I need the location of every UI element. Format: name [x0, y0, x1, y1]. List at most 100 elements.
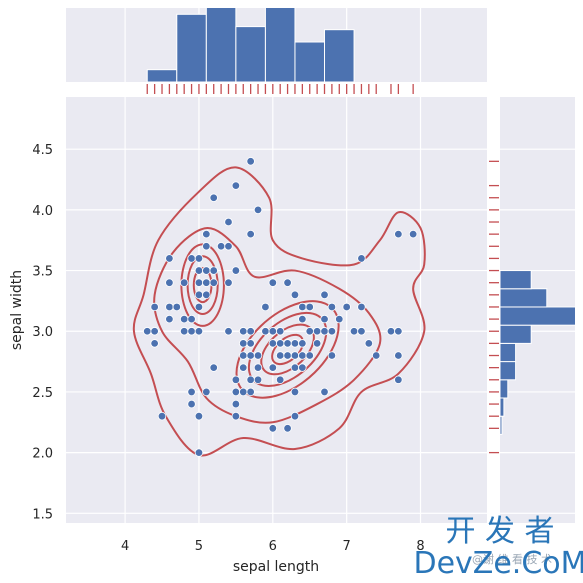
x-hist-bar	[235, 26, 266, 83]
y-hist-bar	[499, 415, 503, 435]
x-tick-label: 8	[416, 539, 424, 554]
right-mask	[575, 97, 583, 523]
scatter-point	[342, 302, 351, 312]
scatter-point	[335, 314, 344, 324]
y-hist-bar	[499, 324, 532, 344]
scatter-point	[364, 339, 374, 348]
scatter-point	[261, 327, 270, 336]
y-hist-bar	[499, 379, 509, 399]
scatter-point	[268, 327, 278, 336]
scatter-point	[231, 399, 241, 409]
x-axis-label: sepal length	[233, 559, 319, 575]
scatter-point	[150, 302, 159, 312]
scatter-point	[231, 411, 241, 421]
watermark-title: 开 发 者	[445, 514, 554, 549]
y-hist-bar	[499, 361, 517, 381]
watermark-domain: DevZe.CoM	[413, 546, 583, 581]
y-tick-label: 2.5	[32, 386, 53, 401]
scatter-point	[224, 242, 233, 251]
scatter-point	[320, 314, 329, 324]
y-axis-label: sepal width	[9, 270, 25, 350]
scatter-point	[283, 351, 292, 360]
scatter-point	[187, 327, 196, 336]
scatter-point	[165, 302, 174, 312]
scatter-point	[327, 302, 337, 312]
scatter-point	[246, 375, 255, 384]
kde-contour-2	[153, 227, 382, 424]
scatter-point	[394, 327, 403, 336]
scatter-point	[327, 327, 337, 336]
y-tick-label: 4.0	[32, 204, 53, 219]
y-hist-bar	[499, 306, 579, 326]
x-tick-labels: 4 5 6 7 8	[121, 539, 425, 554]
scatter-point	[408, 229, 418, 239]
scatter-point	[253, 351, 263, 360]
scatter-point	[202, 242, 211, 251]
scatter-point	[268, 339, 278, 348]
scatter-point	[283, 424, 292, 433]
scatter-point	[194, 278, 204, 287]
watermark-small: @谢 维 看 技 术	[472, 552, 552, 566]
y-tick-label: 3.0	[32, 325, 53, 340]
scatter-point	[290, 363, 300, 372]
x-tick-label: 6	[269, 539, 277, 554]
y-tick-label: 1.5	[32, 507, 53, 522]
scatter-point	[290, 339, 300, 348]
scatter-point	[172, 302, 181, 312]
scatter-point	[305, 302, 314, 312]
y-tick-label: 3.5	[32, 265, 53, 280]
y-hist-bar	[499, 270, 532, 290]
scatter-point	[224, 278, 233, 287]
x-tick-label: 7	[343, 539, 351, 554]
scatter-point	[165, 254, 174, 263]
scatter-point	[320, 387, 329, 397]
scatter-point	[283, 278, 292, 287]
scatter-point	[150, 339, 159, 348]
scatter-point	[246, 351, 255, 360]
scatter-point	[209, 363, 218, 372]
scatter-point	[194, 302, 204, 312]
kde-contours	[132, 166, 426, 457]
scatter-point	[150, 327, 159, 336]
x-hist-bar	[205, 1, 237, 83]
scatter-point	[194, 411, 204, 421]
y-hist-bar	[499, 397, 505, 417]
scatter-point	[312, 339, 322, 348]
scatter-point	[290, 411, 300, 421]
scatter-point	[246, 157, 255, 166]
scatter-point	[290, 351, 300, 360]
scatter-point	[209, 266, 218, 275]
scatter-point	[283, 339, 292, 348]
y-tick-labels: 1.5 2.0 2.5 3.0 3.5 4.0 4.5	[32, 143, 53, 522]
scatter-point	[253, 375, 263, 384]
scatter-point	[202, 266, 211, 275]
scatter-point	[202, 229, 211, 239]
scatter-point	[202, 290, 211, 300]
x-hist-bar	[294, 41, 326, 83]
scatter-point	[327, 351, 337, 360]
scatter-point	[239, 327, 248, 336]
scatter-point	[246, 387, 255, 397]
scatter-point	[320, 290, 329, 300]
scatter-point	[246, 339, 255, 348]
x-hist-bar	[176, 13, 207, 83]
scatter-point	[394, 351, 403, 360]
scatter-point	[268, 278, 278, 287]
scatter-point	[312, 327, 322, 336]
scatter-point	[275, 351, 285, 360]
scatter-point	[187, 314, 196, 324]
x-hist-bar	[146, 69, 178, 83]
scatter-point	[165, 278, 174, 287]
scatter-point	[231, 266, 241, 275]
scatter-point	[224, 327, 233, 336]
scatter-point	[231, 375, 241, 384]
scatter-point	[224, 217, 233, 227]
scatter-point	[246, 229, 255, 239]
y-tick-label: 4.5	[32, 143, 53, 158]
scatter-point	[246, 327, 255, 336]
scatter-point	[386, 327, 396, 336]
scatter-point	[357, 302, 366, 312]
y-hist-bar	[499, 288, 548, 308]
scatter-point	[305, 351, 314, 360]
